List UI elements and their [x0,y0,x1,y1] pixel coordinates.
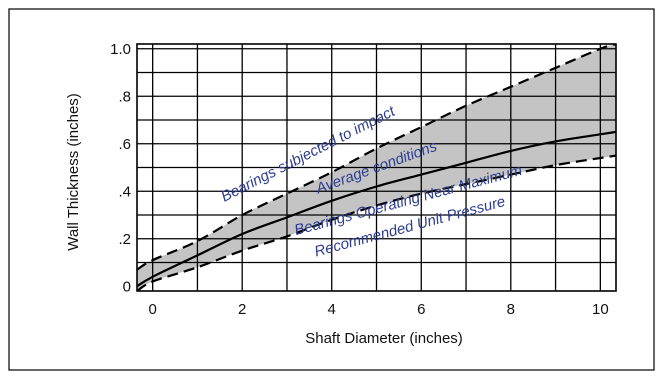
y-tick-label: .6 [118,136,131,153]
x-tick-label: 2 [238,301,246,318]
x-tick-label: 6 [417,301,425,318]
x-tick-label: 10 [592,301,609,318]
x-axis-title: Shaft Diameter (inches) [305,330,463,347]
y-tick-label: 0 [123,278,131,295]
y-tick-label: 1.0 [110,41,131,58]
y-tick-label: .8 [118,88,131,105]
x-tick-label: 8 [507,301,515,318]
x-tick-label: 4 [328,301,336,318]
plot-area-border [136,43,617,292]
series-line-2 [137,130,616,288]
series-line-1 [137,44,616,271]
y-tick-label: .4 [118,183,131,200]
y-tick-label: .2 [118,231,131,248]
x-tick-label: 0 [148,301,156,318]
y-axis-title: Wall Thickness (inches) [65,93,82,251]
